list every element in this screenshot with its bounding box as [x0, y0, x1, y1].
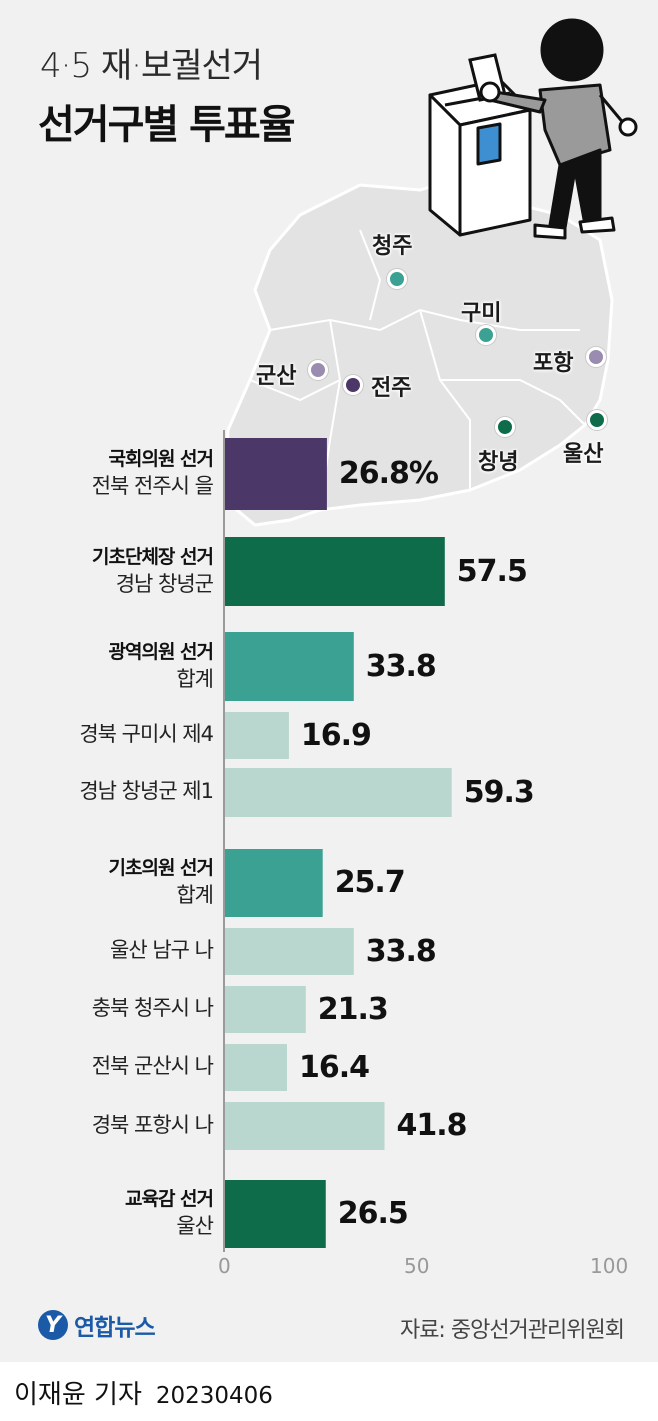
category-sub-5: 합계 — [176, 883, 214, 907]
city-label-gunsan: 군산 — [256, 364, 297, 389]
city-dot-gumi — [476, 325, 496, 345]
category-label-4: 경남 창녕군 제1 — [79, 778, 214, 805]
map-border-line — [440, 379, 586, 426]
category-sub-3: 경북 구미시 제4 — [79, 722, 214, 746]
value-label-3: 16.9 — [300, 717, 372, 753]
yonhap-logo-icon: Y — [38, 1310, 68, 1340]
bar-2 — [224, 632, 354, 701]
map-border-line — [249, 379, 341, 402]
value-label-6: 33.8 — [365, 933, 437, 969]
city-label-changnyeong: 창녕 — [478, 450, 519, 475]
city-label-gumi: 구미 — [461, 301, 502, 326]
map-border-line — [419, 309, 471, 490]
value-label-1: 57.5 — [456, 553, 528, 589]
x-tick-label-1: 50 — [404, 1254, 430, 1278]
category-label-6: 울산 남구 나 — [110, 937, 214, 964]
data-source: 자료: 중앙선거관리위원회 — [399, 1318, 625, 1343]
value-label-4: 59.3 — [463, 774, 535, 810]
bar-3 — [224, 712, 289, 759]
value-label-8: 16.4 — [298, 1049, 370, 1085]
category-head-2: 광역의원 선거 — [108, 640, 214, 663]
city-dot-cheongju — [387, 269, 407, 289]
category-sub-6: 울산 남구 나 — [110, 938, 214, 962]
city-dot-gunsan — [308, 360, 328, 380]
city-label-pohang: 포항 — [533, 351, 574, 376]
category-label-9: 경북 포항시 나 — [91, 1112, 214, 1139]
city-label-cheongju: 청주 — [372, 234, 413, 259]
city-dot-jeonju — [343, 375, 363, 395]
city-dot-changnyeong — [495, 417, 515, 437]
reporter-name: 이재윤 기자 — [14, 1380, 142, 1410]
value-label-2: 33.8 — [365, 648, 437, 684]
city-label-ulsan: 울산 — [563, 442, 604, 467]
bar-1 — [224, 537, 445, 606]
title-line2: 선거구별 투표율 — [38, 102, 296, 148]
byline: 이재윤 기자 20230406 — [14, 1374, 273, 1411]
category-label-8: 전북 군산시 나 — [91, 1053, 214, 1080]
value-label-9: 41.8 — [396, 1108, 468, 1143]
category-label-3: 경북 구미시 제4 — [79, 721, 214, 748]
city-dot-pohang — [586, 347, 606, 367]
bar-5 — [224, 849, 323, 917]
value-label-0: 26.8% — [338, 456, 439, 491]
map-border-line — [359, 229, 382, 321]
category-head-1: 기초단체장 선거 — [92, 545, 214, 568]
category-sub-7: 충북 청주시 나 — [91, 996, 214, 1020]
value-label-10: 26.5 — [337, 1196, 409, 1231]
bar-4 — [224, 768, 452, 817]
category-sub-9: 경북 포항시 나 — [91, 1112, 214, 1137]
category-head-5: 기초의원 선거 — [108, 857, 214, 879]
x-tick-label-0: 0 — [218, 1254, 231, 1278]
bar-0 — [224, 438, 327, 510]
title-line1: 4·5 재·보궐선거 — [40, 46, 263, 86]
category-sub-2: 합계 — [176, 666, 214, 691]
city-dot-ulsan — [587, 410, 607, 430]
value-label-7: 21.3 — [317, 991, 389, 1027]
category-head-0: 국회의원 선거 — [108, 448, 215, 470]
city-label-jeonju: 전주 — [371, 376, 412, 401]
category-sub-8: 전북 군산시 나 — [91, 1054, 214, 1078]
korea-map-illustration — [223, 18, 638, 527]
bar-7 — [224, 986, 306, 1033]
category-head-10: 교육감 선거 — [124, 1188, 214, 1210]
voter-illustration — [479, 18, 638, 240]
bar-8 — [224, 1044, 287, 1091]
bar-6 — [224, 928, 354, 975]
category-sub-4: 경남 창녕군 제1 — [79, 779, 214, 803]
category-sub-1: 경남 창녕군 — [115, 571, 214, 596]
publish-date: 20230406 — [155, 1383, 273, 1409]
category-label-7: 충북 청주시 나 — [91, 995, 214, 1022]
category-sub-0: 전북 전주시 을 — [91, 474, 214, 498]
x-tick-label-2: 100 — [590, 1254, 629, 1278]
yonhap-logo: Y 연합뉴스 — [38, 1308, 156, 1342]
turnout-bar-chart — [223, 430, 452, 1252]
bar-9 — [224, 1102, 385, 1150]
yonhap-logo-text: 연합뉴스 — [74, 1315, 156, 1341]
category-sub-10: 울산 — [176, 1214, 214, 1238]
bar-10 — [224, 1180, 326, 1248]
value-label-5: 25.7 — [334, 865, 406, 900]
